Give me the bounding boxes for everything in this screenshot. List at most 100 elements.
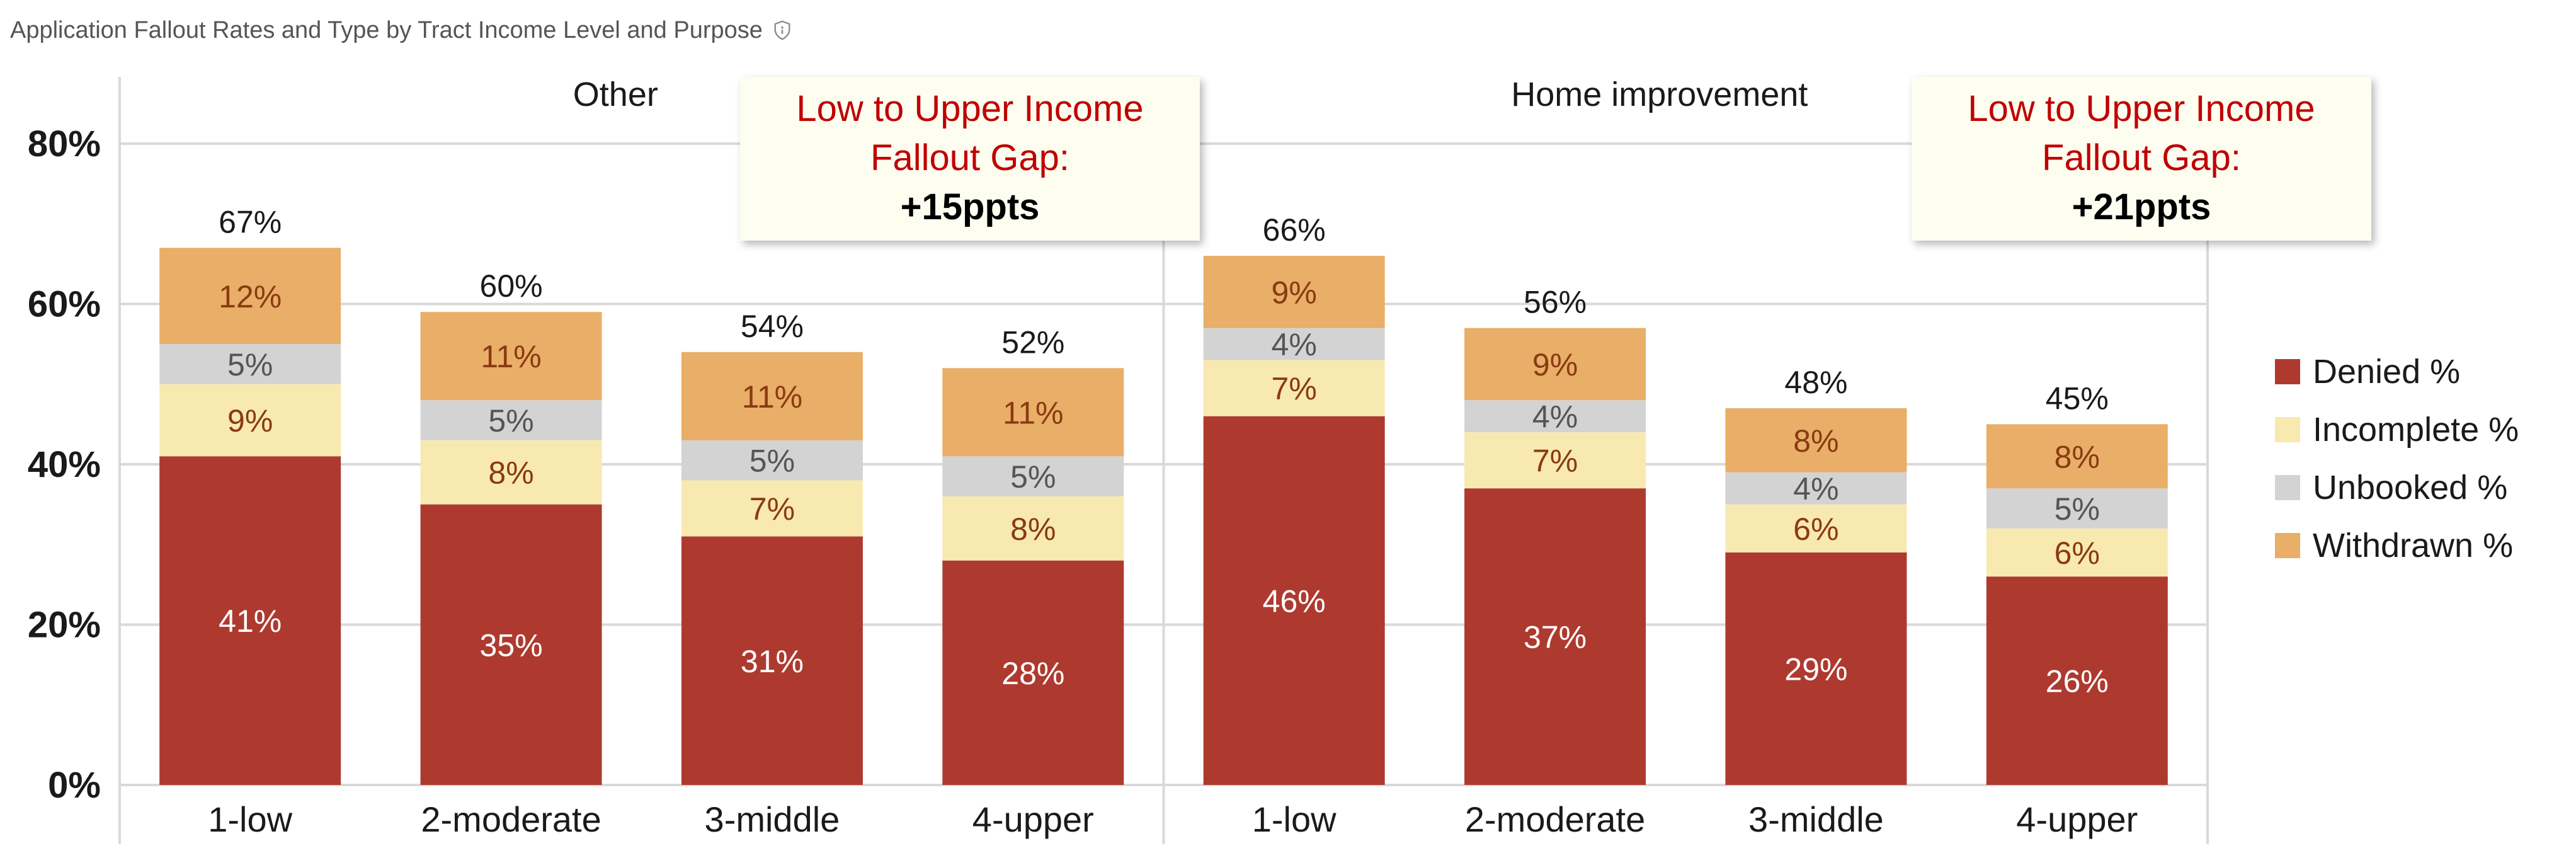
bar-segment-unbooked — [1203, 328, 1385, 360]
y-tick-label: 20% — [28, 605, 101, 646]
x-tick-label: 3-middle — [1748, 799, 1884, 839]
total-label: 52% — [1001, 324, 1064, 360]
data-label: 31% — [741, 644, 804, 679]
data-label: 6% — [1793, 512, 1838, 547]
data-label: 9% — [1272, 275, 1317, 310]
data-label: 4% — [1793, 471, 1838, 507]
data-label: 26% — [2046, 664, 2109, 699]
bar-segment-incomplete — [1986, 528, 2168, 577]
total-label: 48% — [1784, 365, 1847, 400]
data-label: 4% — [1272, 327, 1317, 362]
data-label: 29% — [1784, 651, 1847, 687]
y-tick-label: 80% — [28, 123, 101, 164]
x-tick-label: 1-low — [1252, 799, 1336, 839]
data-label: 5% — [488, 403, 533, 438]
bar-segment-withdrawn — [681, 352, 863, 440]
bar-segment-withdrawn — [1464, 328, 1646, 401]
bar-segment-denied — [1986, 576, 2168, 785]
data-label: 46% — [1263, 583, 1326, 619]
legend-label: Withdrawn % — [2313, 527, 2513, 564]
data-label: 7% — [749, 491, 795, 527]
bar-segment-withdrawn — [1725, 408, 1907, 472]
bar-segment-denied — [681, 536, 863, 785]
bar-segment-withdrawn — [942, 368, 1124, 457]
total-label: 54% — [741, 309, 804, 344]
legend-swatch — [2275, 475, 2300, 500]
bar-segment-unbooked — [159, 344, 341, 384]
total-label: 60% — [480, 268, 543, 304]
x-tick-label: 3-middle — [705, 799, 840, 839]
data-label: 7% — [1272, 371, 1317, 406]
bar-segment-incomplete — [1464, 432, 1646, 489]
data-label: 5% — [1010, 459, 1056, 495]
bar-segment-unbooked — [942, 456, 1124, 496]
total-label: 45% — [2046, 381, 2109, 416]
bar-segment-withdrawn — [1986, 424, 2168, 489]
data-label: 37% — [1524, 620, 1587, 655]
data-label: 28% — [1001, 656, 1064, 691]
x-tick-label: 2-moderate — [421, 799, 601, 839]
bar-segment-withdrawn — [1203, 256, 1385, 328]
bar-segment-withdrawn — [159, 248, 341, 345]
bar-segment-incomplete — [681, 480, 863, 537]
data-label: 5% — [749, 444, 795, 479]
callout-line1: Low to Upper Income — [1968, 88, 2315, 129]
bar-segment-incomplete — [159, 384, 341, 457]
bar-segment-withdrawn — [420, 312, 602, 401]
data-label: 5% — [227, 347, 273, 382]
y-tick-label: 0% — [48, 765, 101, 806]
callout-line2: Fallout Gap: — [2042, 137, 2241, 178]
chart-title-row: Application Fallout Rates and Type by Tr… — [10, 14, 793, 47]
data-label: 8% — [2055, 439, 2100, 474]
y-tick-label: 60% — [28, 284, 101, 325]
data-label: 11% — [742, 379, 802, 415]
bar-segment-incomplete — [942, 496, 1124, 561]
data-label: 7% — [1532, 444, 1578, 479]
bar-segment-unbooked — [681, 440, 863, 481]
callout-line1: Low to Upper Income — [796, 88, 1144, 129]
x-tick-label: 1-low — [208, 799, 292, 839]
panel-title: Home improvement — [1511, 76, 1808, 113]
bar-segment-incomplete — [1203, 360, 1385, 416]
x-tick-label: 4-upper — [2016, 799, 2138, 839]
panel-title: Other — [573, 76, 658, 113]
bar-segment-denied — [159, 456, 341, 785]
bar-segment-denied — [1203, 416, 1385, 785]
x-tick-label: 4-upper — [972, 799, 1094, 839]
data-label: 35% — [480, 627, 543, 663]
legend-swatch — [2275, 533, 2300, 558]
legend-swatch — [2275, 359, 2300, 384]
data-label: 8% — [1793, 423, 1838, 459]
gap-callout-other: Low to Upper Income Fallout Gap: +15ppts — [740, 77, 1200, 241]
gap-callout-home-improvement: Low to Upper Income Fallout Gap: +21ppts — [1912, 77, 2371, 241]
legend-label: Denied % — [2313, 353, 2460, 391]
bar-segment-denied — [420, 504, 602, 785]
total-label: 67% — [219, 204, 282, 239]
data-label: 4% — [1532, 399, 1578, 435]
bar-segment-unbooked — [1986, 488, 2168, 529]
data-label: 9% — [227, 403, 273, 438]
x-tick-label: 2-moderate — [1465, 799, 1645, 839]
legend-label: Unbooked % — [2313, 469, 2507, 507]
callout-value: +21ppts — [2072, 186, 2211, 227]
bar-segment-denied — [1464, 488, 1646, 785]
callout-line2: Fallout Gap: — [870, 137, 1069, 178]
bar-segment-unbooked — [420, 400, 602, 440]
data-label: 11% — [481, 339, 541, 374]
bar-segment-denied — [942, 560, 1124, 785]
data-label: 6% — [2055, 535, 2100, 571]
bar-segment-incomplete — [420, 440, 602, 505]
bar-segment-unbooked — [1725, 472, 1907, 505]
bar-segment-incomplete — [1725, 504, 1907, 552]
legend-label: Incomplete % — [2313, 411, 2519, 449]
bar-segment-unbooked — [1464, 400, 1646, 433]
shield-info-icon[interactable] — [772, 20, 793, 41]
data-label: 12% — [219, 279, 282, 314]
data-label: 9% — [1532, 347, 1578, 382]
legend-swatch — [2275, 417, 2300, 442]
total-label: 56% — [1524, 285, 1587, 320]
chart-title: Application Fallout Rates and Type by Tr… — [10, 16, 763, 43]
y-tick-label: 40% — [28, 444, 101, 485]
data-label: 11% — [1003, 395, 1063, 430]
